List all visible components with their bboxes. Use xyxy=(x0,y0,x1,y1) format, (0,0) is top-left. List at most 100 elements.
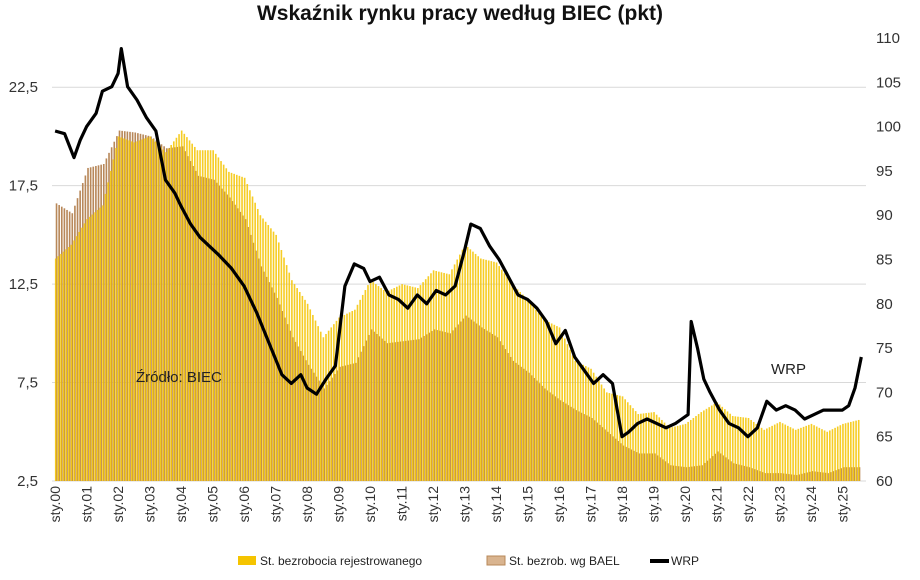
registered-bar xyxy=(403,284,406,481)
registered-bar xyxy=(364,290,367,481)
x-tick-label: sty.01 xyxy=(79,486,95,523)
registered-bar xyxy=(763,429,766,481)
registered-bar xyxy=(335,320,338,481)
registered-bar xyxy=(298,291,301,481)
registered-bar xyxy=(188,140,191,482)
registered-bar xyxy=(490,261,493,481)
registered-bar xyxy=(621,396,624,481)
right-y-tick-label: 85 xyxy=(876,252,893,269)
registered-bar xyxy=(125,139,128,482)
registered-bar xyxy=(62,251,65,481)
registered-bar xyxy=(800,427,802,481)
right-y-tick-label: 60 xyxy=(876,473,893,490)
registered-bar xyxy=(254,202,256,481)
registered-bar xyxy=(193,146,196,481)
registered-bar xyxy=(68,247,70,481)
registered-bar xyxy=(831,429,834,481)
registered-bar xyxy=(823,430,826,481)
registered-bar xyxy=(162,149,165,481)
legend-swatch-registered xyxy=(238,556,256,565)
registered-bar xyxy=(687,421,689,481)
registered-bar xyxy=(577,362,579,481)
registered-bar xyxy=(112,159,115,482)
registered-bar xyxy=(653,412,655,481)
legend-label-registered: St. bezrobocia rejestrowanego xyxy=(260,554,422,568)
registered-bar xyxy=(815,426,818,481)
registered-bar xyxy=(724,409,726,481)
registered-bar xyxy=(115,147,117,481)
x-tick-label: sty.15 xyxy=(519,486,535,523)
registered-bar xyxy=(718,404,721,481)
registered-bar xyxy=(151,139,154,481)
registered-bar xyxy=(209,150,212,481)
registered-bar xyxy=(456,259,459,481)
registered-bar xyxy=(338,317,340,481)
right-y-tick-label: 110 xyxy=(876,30,900,47)
registered-bar xyxy=(561,333,563,481)
registered-bar xyxy=(94,212,96,481)
registered-bar xyxy=(178,134,180,481)
x-tick-label: sty.03 xyxy=(142,486,158,523)
registered-bar xyxy=(787,425,789,481)
wrp-annotation: WRP xyxy=(771,361,806,378)
registered-bar xyxy=(83,223,86,482)
registered-bar xyxy=(697,414,700,481)
registered-bar xyxy=(784,424,787,481)
registered-bar xyxy=(333,324,335,481)
registered-bar xyxy=(752,421,755,481)
registered-bar xyxy=(464,244,466,481)
wrp-line-series xyxy=(54,46,863,439)
registered-bar xyxy=(262,218,264,481)
registered-bar xyxy=(375,284,377,481)
registered-bar xyxy=(642,413,645,481)
registered-bar xyxy=(175,137,178,482)
registered-bar xyxy=(54,258,57,481)
bael-bar xyxy=(55,203,58,482)
registered-bar xyxy=(319,331,322,481)
registered-bar xyxy=(495,262,498,481)
registered-bar xyxy=(821,429,823,481)
registered-bar xyxy=(600,384,603,481)
registered-bar xyxy=(159,146,162,481)
registered-bar xyxy=(611,393,613,481)
x-tick-label: sty.08 xyxy=(299,486,315,523)
registered-bar xyxy=(246,184,249,481)
registered-bar xyxy=(351,311,354,481)
registered-bar xyxy=(207,150,209,481)
registered-bar xyxy=(655,414,658,481)
left-y-tick-label: 2,5 xyxy=(17,473,38,490)
registered-bar xyxy=(768,427,771,481)
registered-bar xyxy=(477,256,480,481)
registered-bar xyxy=(117,136,120,481)
registered-bar xyxy=(797,428,800,481)
registered-bar xyxy=(771,425,773,481)
registered-bar xyxy=(726,411,729,481)
registered-bar xyxy=(603,388,605,481)
registered-bar xyxy=(766,428,768,481)
registered-bar xyxy=(291,280,293,481)
registered-bar xyxy=(716,402,718,481)
registered-bar xyxy=(529,303,532,481)
registered-bar xyxy=(340,316,343,481)
registered-bar xyxy=(361,294,364,481)
registered-bar xyxy=(201,150,204,481)
registered-bar xyxy=(731,416,734,481)
registered-bar xyxy=(634,411,637,481)
registered-bar xyxy=(419,285,422,481)
registered-bar xyxy=(443,272,445,481)
registered-bar xyxy=(553,324,556,481)
chart-title: Wskaźnik rynku pracy według BIEC (pkt) xyxy=(256,2,664,25)
registered-bar xyxy=(435,270,438,481)
registered-bar xyxy=(571,355,574,481)
registered-bar xyxy=(296,288,298,481)
registered-bar xyxy=(598,380,600,481)
registered-bar xyxy=(372,282,375,481)
registered-bar xyxy=(288,272,291,481)
registered-bar xyxy=(579,363,582,481)
registered-bar xyxy=(78,231,81,481)
registered-bar xyxy=(829,430,831,481)
registered-bar xyxy=(438,271,440,481)
left-y-tick-label: 17,5 xyxy=(9,178,38,195)
registered-bar xyxy=(792,428,794,481)
registered-bar xyxy=(356,304,359,481)
